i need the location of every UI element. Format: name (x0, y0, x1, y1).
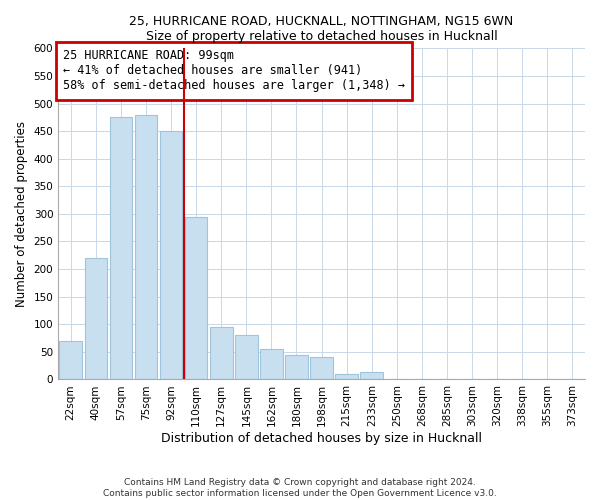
Bar (260, 349, 283, 380)
Bar (160, 131, 182, 380)
Bar (285, 354, 308, 380)
Bar (235, 336, 257, 380)
Bar (110, 118, 132, 380)
Y-axis label: Number of detached properties: Number of detached properties (15, 121, 28, 307)
Title: 25, HURRICANE ROAD, HUCKNALL, NOTTINGHAM, NG15 6WN
Size of property relative to : 25, HURRICANE ROAD, HUCKNALL, NOTTINGHAM… (130, 15, 514, 43)
Bar (210, 327, 233, 380)
Bar (59, 341, 82, 380)
Text: 25 HURRICANE ROAD: 99sqm
← 41% of detached houses are smaller (941)
58% of semi-: 25 HURRICANE ROAD: 99sqm ← 41% of detach… (63, 50, 405, 92)
Bar (310, 358, 333, 380)
X-axis label: Distribution of detached houses by size in Hucknall: Distribution of detached houses by size … (161, 432, 482, 445)
Bar (335, 374, 358, 380)
Text: Contains HM Land Registry data © Crown copyright and database right 2024.
Contai: Contains HM Land Registry data © Crown c… (103, 478, 497, 498)
Bar (361, 372, 383, 380)
Bar (85, 258, 107, 380)
Bar (185, 216, 208, 380)
Bar (134, 114, 157, 380)
